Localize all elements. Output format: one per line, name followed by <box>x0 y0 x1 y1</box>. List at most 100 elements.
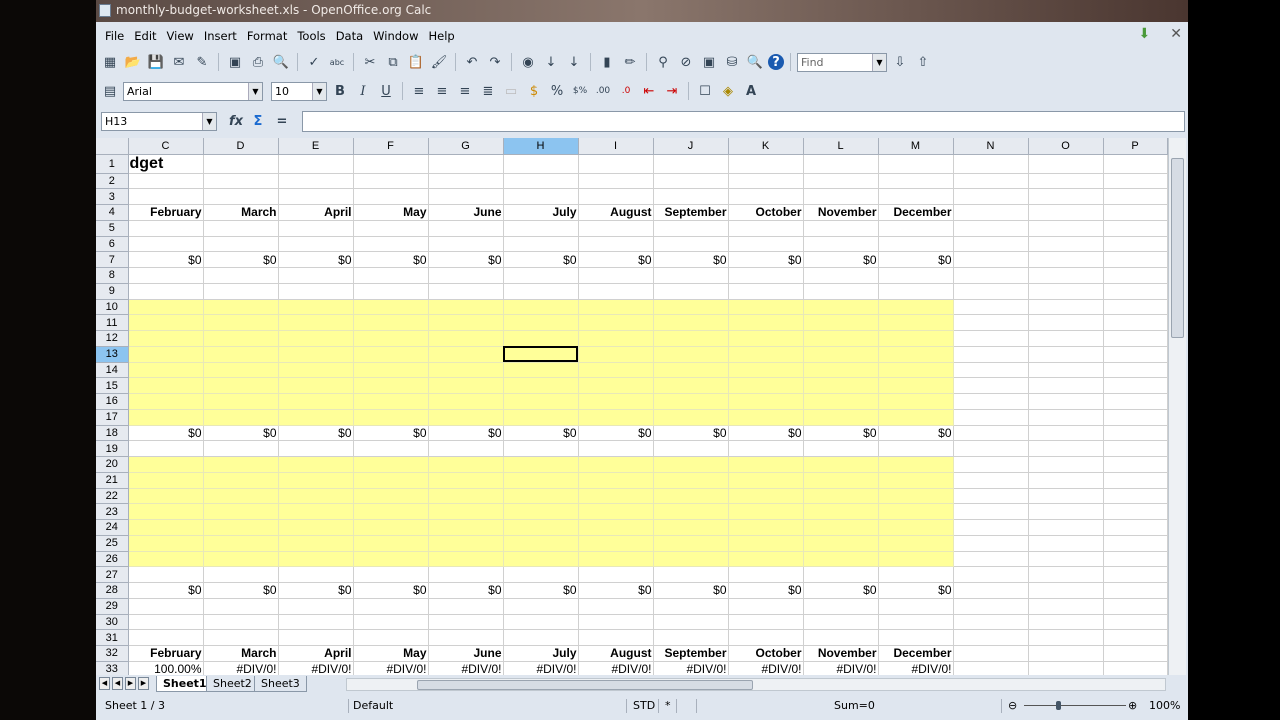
cell-n32[interactable] <box>953 645 1029 662</box>
cell-i8[interactable] <box>578 267 654 284</box>
cell-f14[interactable] <box>353 362 429 379</box>
cell-i15[interactable] <box>578 377 654 394</box>
cell-n22[interactable] <box>953 488 1029 505</box>
cell-d29[interactable] <box>203 598 279 615</box>
cell-p19[interactable] <box>1103 440 1168 457</box>
save-icon[interactable]: 💾 <box>147 54 165 70</box>
cell-o21[interactable] <box>1028 472 1104 489</box>
page-style[interactable]: Default <box>353 699 394 712</box>
menu-window[interactable]: Window <box>373 29 419 43</box>
cell-o11[interactable] <box>1028 314 1104 331</box>
cell-m31[interactable] <box>878 629 954 646</box>
cell-o32[interactable] <box>1028 645 1104 662</box>
cell-n17[interactable] <box>953 409 1029 426</box>
cell-k20[interactable] <box>728 456 804 473</box>
cell-d16[interactable] <box>203 393 279 410</box>
cell-c29[interactable] <box>128 598 204 615</box>
cell-p20[interactable] <box>1103 456 1168 473</box>
cell-e2[interactable] <box>278 173 354 190</box>
pdf-icon[interactable]: ▣ <box>228 54 242 70</box>
cell-k6[interactable] <box>728 236 804 253</box>
row-header-12[interactable]: 12 <box>96 330 129 347</box>
cell-h2[interactable] <box>503 173 579 190</box>
cell-g19[interactable] <box>428 440 504 457</box>
cell-c23[interactable] <box>128 503 204 520</box>
cell-h12[interactable] <box>503 330 579 347</box>
cell-j16[interactable] <box>653 393 729 410</box>
cell-e20[interactable] <box>278 456 354 473</box>
cell-i14[interactable] <box>578 362 654 379</box>
cell-l3[interactable] <box>803 188 879 205</box>
cell-m4[interactable]: December <box>878 204 954 221</box>
italic-icon[interactable]: I <box>360 83 366 99</box>
zoom-in-icon[interactable]: ⊕ <box>1128 699 1138 712</box>
row-header-32[interactable]: 32 <box>96 645 129 662</box>
cell-n14[interactable] <box>953 362 1029 379</box>
spellcheck-icon[interactable]: ✓ <box>308 54 320 70</box>
cell-f17[interactable] <box>353 409 429 426</box>
cell-l29[interactable] <box>803 598 879 615</box>
cell-g17[interactable] <box>428 409 504 426</box>
cell-d13[interactable] <box>203 346 279 363</box>
cell-e8[interactable] <box>278 267 354 284</box>
row-header-3[interactable]: 3 <box>96 188 129 205</box>
cell-i2[interactable] <box>578 173 654 190</box>
cell-m14[interactable] <box>878 362 954 379</box>
cell-n18[interactable] <box>953 425 1029 442</box>
cell-p9[interactable] <box>1103 283 1168 300</box>
cell-j21[interactable] <box>653 472 729 489</box>
cell-e15[interactable] <box>278 377 354 394</box>
sum-icon[interactable]: Σ <box>253 113 263 129</box>
cell-n29[interactable] <box>953 598 1029 615</box>
cell-n1[interactable] <box>953 154 1029 174</box>
cell-i7[interactable]: $0 <box>578 251 654 268</box>
cell-c32[interactable]: February <box>128 645 204 662</box>
cell-m9[interactable] <box>878 283 954 300</box>
cell-i23[interactable] <box>578 503 654 520</box>
cell-l16[interactable] <box>803 393 879 410</box>
cell-k29[interactable] <box>728 598 804 615</box>
delete-decimal-icon[interactable]: .0 <box>621 86 631 96</box>
cell-l13[interactable] <box>803 346 879 363</box>
cell-h1[interactable] <box>503 154 579 174</box>
cell-m2[interactable] <box>878 173 954 190</box>
menu-tools[interactable]: Tools <box>297 29 326 43</box>
cell-f27[interactable] <box>353 566 429 583</box>
spreadsheet-grid[interactable]: C D E F G H I J K L M N O P 1 dget 2 3 4 February March April… <box>96 138 1168 675</box>
row-header-25[interactable]: 25 <box>96 535 129 552</box>
cell-m33[interactable]: #DIV/0! <box>878 661 954 675</box>
cell-l20[interactable] <box>803 456 879 473</box>
cell-h6[interactable] <box>503 236 579 253</box>
cell-e21[interactable] <box>278 472 354 489</box>
cell-e19[interactable] <box>278 440 354 457</box>
cell-n6[interactable] <box>953 236 1029 253</box>
cell-o25[interactable] <box>1028 535 1104 552</box>
chevron-down-icon[interactable]: ▼ <box>312 82 326 100</box>
last-sheet-icon[interactable]: ▶ <box>138 677 149 690</box>
cell-i28[interactable]: $0 <box>578 582 654 599</box>
formula-icon[interactable]: = <box>276 113 288 129</box>
cell-j9[interactable] <box>653 283 729 300</box>
row-header-17[interactable]: 17 <box>96 409 129 426</box>
cell-m12[interactable] <box>878 330 954 347</box>
cell-f3[interactable] <box>353 188 429 205</box>
cell-m10[interactable] <box>878 299 954 316</box>
cell-k27[interactable] <box>728 566 804 583</box>
cell-n9[interactable] <box>953 283 1029 300</box>
cell-c33[interactable]: 100.00% <box>128 661 204 675</box>
row-header-2[interactable]: 2 <box>96 173 129 190</box>
cell-j10[interactable] <box>653 299 729 316</box>
cell-h25[interactable] <box>503 535 579 552</box>
navigator2-icon[interactable]: ⊘ <box>680 54 692 70</box>
cell-l21[interactable] <box>803 472 879 489</box>
cell-i33[interactable]: #DIV/0! <box>578 661 654 675</box>
cell-p7[interactable] <box>1103 251 1168 268</box>
cell-j11[interactable] <box>653 314 729 331</box>
row-header-7[interactable]: 7 <box>96 251 129 268</box>
cell-n4[interactable] <box>953 204 1029 221</box>
cell-n2[interactable] <box>953 173 1029 190</box>
cell-o30[interactable] <box>1028 614 1104 631</box>
cell-i26[interactable] <box>578 551 654 568</box>
cell-m25[interactable] <box>878 535 954 552</box>
cell-n28[interactable] <box>953 582 1029 599</box>
